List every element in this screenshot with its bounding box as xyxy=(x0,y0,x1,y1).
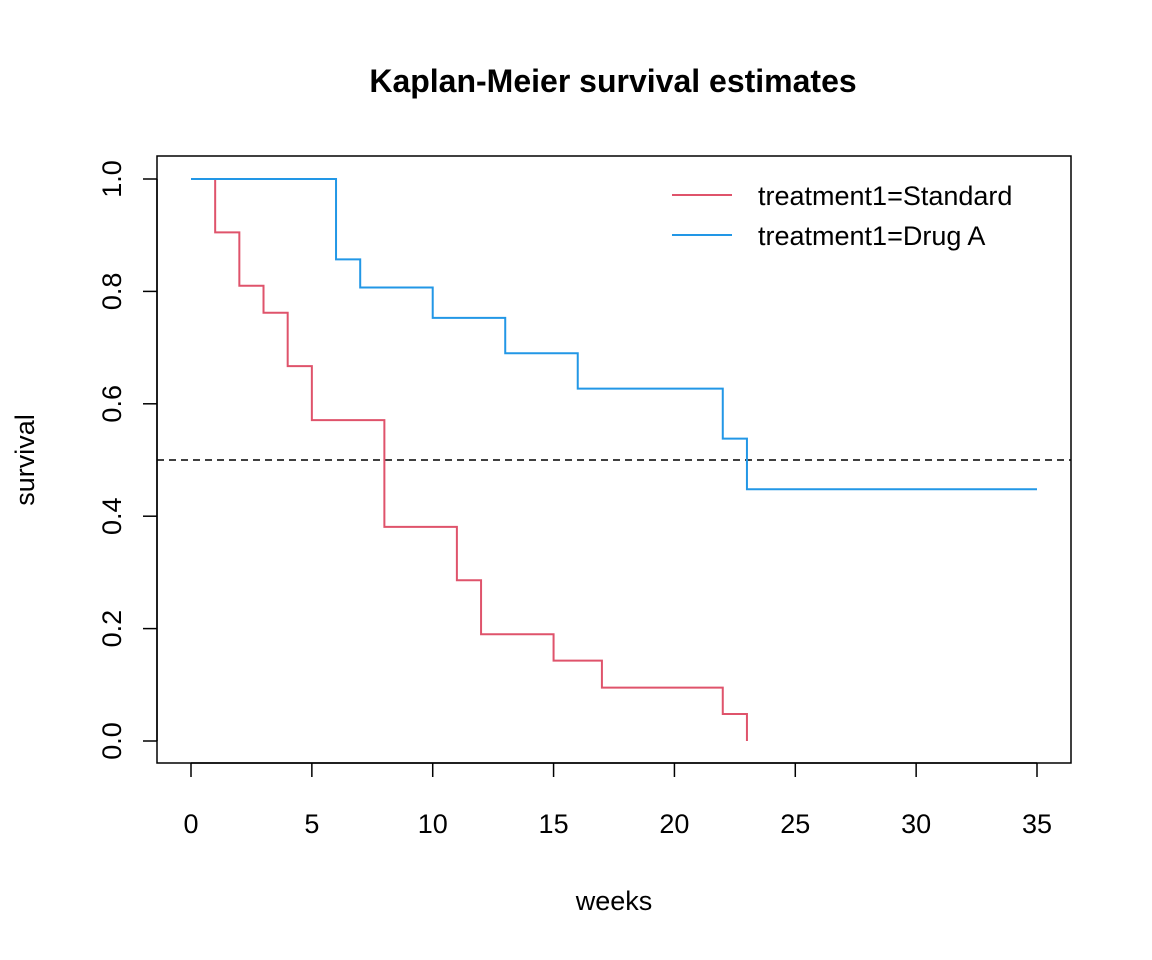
y-tick-label: 0.4 xyxy=(97,497,127,535)
x-axis: 0 5 10 15 20 25 30 35 xyxy=(183,762,1052,839)
y-tick-label: 0.0 xyxy=(97,722,127,760)
y-tick-label: 0.2 xyxy=(97,610,127,648)
series-line-drug-a xyxy=(191,178,1037,491)
legend-label: treatment1=Drug A xyxy=(758,221,985,251)
y-tick-label: 0.6 xyxy=(97,385,127,423)
series-group xyxy=(191,178,1037,741)
y-tick-label: 0.8 xyxy=(97,273,127,311)
y-axis-label: survival xyxy=(10,414,40,506)
x-tick-label: 15 xyxy=(539,809,569,839)
x-tick-label: 25 xyxy=(780,809,810,839)
y-axis: 0.0 0.2 0.4 0.6 0.8 1.0 xyxy=(97,160,158,760)
x-tick-label: 10 xyxy=(418,809,448,839)
chart-title: Kaplan-Meier survival estimates xyxy=(369,63,856,99)
x-tick-label: 5 xyxy=(304,809,319,839)
x-tick-label: 0 xyxy=(183,809,198,839)
x-axis-label: weeks xyxy=(575,886,653,916)
x-tick-label: 30 xyxy=(901,809,931,839)
y-tick-label: 1.0 xyxy=(97,160,127,198)
series-line-standard xyxy=(191,178,748,741)
x-tick-label: 35 xyxy=(1022,809,1052,839)
x-tick-label: 20 xyxy=(659,809,689,839)
legend: treatment1=Standard treatment1=Drug A xyxy=(672,181,1012,251)
legend-label: treatment1=Standard xyxy=(758,181,1012,211)
